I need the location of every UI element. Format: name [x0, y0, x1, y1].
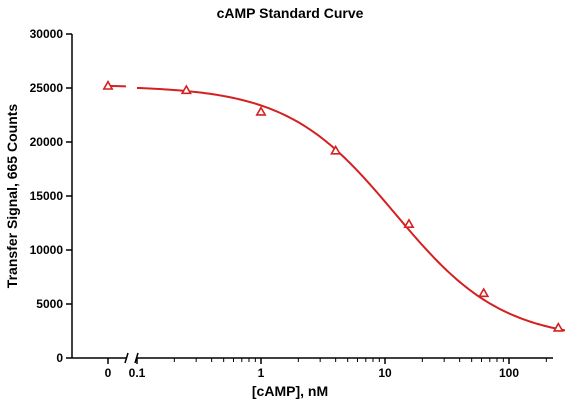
- x-tick-label: 0: [105, 366, 112, 380]
- chart-title: cAMP Standard Curve: [217, 5, 364, 21]
- axes: [71, 34, 553, 364]
- y-tick-label: 5000: [36, 297, 63, 311]
- y-axis-ticks: 0 5000 10000 15000 20000 25000 30000: [30, 27, 72, 365]
- data-point-triangle: [180, 84, 192, 95]
- fit-curve: [136, 86, 565, 332]
- x-tick-label: 0.1: [129, 366, 146, 380]
- y-tick-label: 0: [56, 351, 63, 365]
- data-point-triangle: [478, 287, 490, 298]
- x-tick-label: 1: [258, 366, 265, 380]
- y-tick-label: 25000: [30, 81, 64, 95]
- y-axis-label: Transfer Signal, 665 Counts: [4, 104, 20, 289]
- x-axis-break-mark: [124, 352, 129, 364]
- data-point-triangle: [552, 321, 564, 332]
- y-tick-label: 30000: [30, 27, 64, 41]
- x-tick-label: 100: [499, 366, 519, 380]
- data-point-triangle: [403, 218, 415, 229]
- plot-area: [102, 80, 565, 332]
- y-tick-label: 20000: [30, 135, 64, 149]
- data-point-triangle: [255, 105, 267, 116]
- y-tick-label: 10000: [30, 243, 64, 257]
- data-points: [102, 80, 564, 332]
- x-axis-label: [cAMP], nM: [252, 383, 328, 399]
- data-point-triangle: [102, 80, 114, 90]
- x-tick-label: 10: [378, 366, 392, 380]
- data-point-triangle: [330, 144, 342, 155]
- y-tick-label: 15000: [30, 189, 64, 203]
- x-axis-ticks: 00.11101001000: [105, 358, 547, 380]
